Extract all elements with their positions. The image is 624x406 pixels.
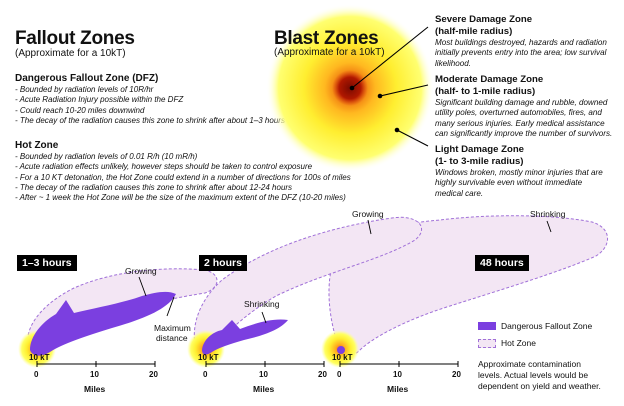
growing2-leader <box>367 219 372 235</box>
light-zone-radius: (1- to 3-mile radius) <box>435 156 524 167</box>
moderate-zone-desc-line: can significantly improve the number of … <box>435 129 613 139</box>
axis3-tick-0: 0 <box>337 370 342 379</box>
ground-zero-label: 10 kT <box>29 353 50 362</box>
ground-zero-label: 10 kT <box>198 353 219 362</box>
moderate-damage-zone: Moderate Damage Zone (half- to 1-mile ra… <box>435 74 621 140</box>
legend-label-dfz: Dangerous Fallout Zone <box>501 320 593 331</box>
shrinking-small-leader <box>261 311 267 324</box>
growing-label-2: Growing <box>352 209 384 219</box>
severe-zone-radius: (half-mile radius) <box>435 26 513 37</box>
axis2-label: Miles <box>253 384 275 394</box>
growing-label-1: Growing <box>125 266 157 276</box>
shrinking-label-small: Shrinking <box>244 299 280 309</box>
light-leader-line <box>396 129 429 147</box>
miles-axis-2 <box>205 361 325 367</box>
growing1-leader <box>138 276 147 297</box>
shrinking-label-large: Shrinking <box>530 209 566 219</box>
axis2-tick-10: 10 <box>259 370 268 379</box>
dfz-48h <box>337 346 345 354</box>
axis1-label: Miles <box>84 384 106 394</box>
legend-swatch-dfz <box>478 322 496 330</box>
moderate-leader-line <box>379 84 429 97</box>
severe-damage-zone: Severe Damage Zone (half-mile radius) Mo… <box>435 14 621 69</box>
hot-zone-bullet-list: Bounded by radiation levels of 0.01 R/h … <box>15 152 351 203</box>
dfz-bullet-list: Bounded by radiation levels of 10R/hr Ac… <box>15 85 285 126</box>
legend-note-line: Approximate contamination <box>478 359 582 369</box>
hot-zone-bullet: The decay of the radiation causes this z… <box>15 183 351 193</box>
severe-zone-desc-line: initially prevents entry into the area; … <box>435 48 607 58</box>
blast-title: Blast Zones <box>274 28 379 49</box>
time-badge-1-3h: 1–3 hours <box>17 255 77 271</box>
max-distance-label-1: Maximum <box>154 323 191 333</box>
moderate-zone-radius: (half- to 1-mile radius) <box>435 86 536 97</box>
light-zone-title: Light Damage Zone <box>435 144 525 155</box>
light-zone-desc-line: medical care. <box>435 188 484 198</box>
time-badge-48h: 48 hours <box>475 255 529 271</box>
dfz-bullet: Could reach 10-20 miles downwind <box>15 106 285 116</box>
axis2-tick-20: 20 <box>318 370 327 379</box>
severe-leader-line <box>351 26 429 89</box>
moderate-zone-desc-line: many serious injuries. Early medical ass… <box>435 118 605 128</box>
maxdist-leader <box>166 296 175 317</box>
fallout-subtitle: (Approximate for a 10kT) <box>15 48 126 59</box>
hot-zone-bullet: For a 10 KT detonation, the Hot Zone cou… <box>15 173 351 183</box>
ground-zero-label: 10 kT <box>332 353 353 362</box>
severe-zone-desc-line: likelihood. <box>435 58 471 68</box>
severe-leader-dot <box>349 85 355 91</box>
light-zone-desc-line: Windows broken, mostly minor injuries th… <box>435 168 603 177</box>
legend: Dangerous Fallout Zone Hot Zone Approxim… <box>478 319 624 392</box>
fallout-title: Fallout Zones <box>15 28 135 49</box>
legend-label-hot: Hot Zone <box>501 337 536 348</box>
moderate-leader-dot <box>377 93 383 99</box>
miles-axis-1 <box>36 361 156 367</box>
legend-item-hot: Hot Zone <box>478 336 624 350</box>
axis1-tick-10: 10 <box>90 370 99 379</box>
hot-zone-bullet: Acute radiation effects unlikely, howeve… <box>15 162 351 172</box>
hot-zone-heading: Hot Zone <box>15 140 59 151</box>
time-badge-2h: 2 hours <box>199 255 247 271</box>
miles-axis-3 <box>339 361 459 367</box>
severe-zone-title: Severe Damage Zone <box>435 14 533 25</box>
axis1-tick-20: 20 <box>149 370 158 379</box>
light-zone-desc-line: highly survivable even without immediate <box>435 178 583 188</box>
moderate-zone-title: Moderate Damage Zone <box>435 74 544 85</box>
dfz-2h <box>202 319 288 355</box>
dfz-heading: Dangerous Fallout Zone (DFZ) <box>15 73 159 84</box>
legend-item-dfz: Dangerous Fallout Zone <box>478 319 624 333</box>
hot-zone-bullet: Bounded by radiation levels of 0.01 R/h … <box>15 152 351 162</box>
axis1-tick-0: 0 <box>34 370 39 379</box>
moderate-zone-desc-line: utility poles, overturned automobiles, f… <box>435 108 602 118</box>
legend-swatch-hot <box>478 338 496 348</box>
axis3-tick-10: 10 <box>393 370 402 379</box>
legend-note-line: dependent on yield and weather. <box>478 381 601 391</box>
axis3-tick-20: 20 <box>452 370 461 379</box>
max-distance-label-2: distance <box>156 333 188 343</box>
dfz-bullet: Acute Radiation Injury possible within t… <box>15 95 285 105</box>
dfz-1-3h <box>30 291 176 356</box>
severe-zone-desc-line: Most buildings destroyed, hazards and ra… <box>435 38 607 47</box>
legend-note-line: levels. Actual levels would be <box>478 370 589 380</box>
hot-zone-bullet: After ~ 1 week the Hot Zone will be the … <box>15 193 351 203</box>
shrinking-large-leader <box>546 220 552 233</box>
light-damage-zone: Light Damage Zone (1- to 3-mile radius) … <box>435 144 621 199</box>
blast-subtitle: (Approximate for a 10kT) <box>274 47 385 58</box>
axis3-label: Miles <box>387 384 409 394</box>
moderate-zone-desc-line: Significant building damage and rubble, … <box>435 98 608 107</box>
dfz-bullet: Bounded by radiation levels of 10R/hr <box>15 85 285 95</box>
axis2-tick-0: 0 <box>203 370 208 379</box>
light-leader-dot <box>394 127 400 133</box>
dfz-bullet: The decay of the radiation causes this z… <box>15 116 285 126</box>
hot-zone-2h <box>193 216 422 356</box>
